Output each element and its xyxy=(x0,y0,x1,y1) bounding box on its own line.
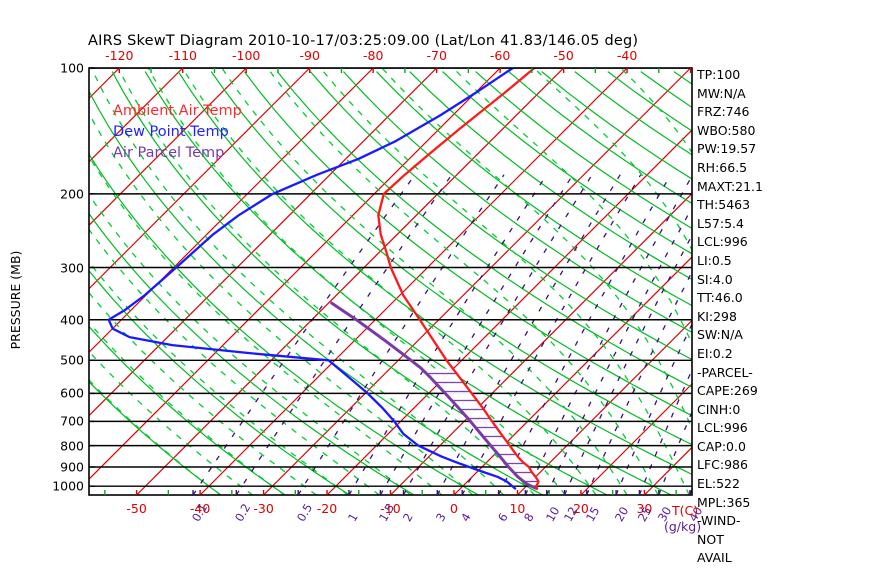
index-cinh: CINH:0 xyxy=(697,401,741,417)
index-parcel: -PARCEL- xyxy=(697,364,753,380)
index-pw: PW:19.57 xyxy=(697,141,757,157)
index-el: EL:522 xyxy=(697,476,740,492)
index-mpl: MPL:365 xyxy=(697,494,751,510)
pressure-tick: 500 xyxy=(60,352,84,368)
index-lcl2: LCL:996 xyxy=(697,420,748,436)
top-temp-tick: -110 xyxy=(168,48,197,63)
chart-title: AIRS SkewT Diagram 2010-10-17/03:25:09.0… xyxy=(88,33,639,49)
top-temp-tick: -100 xyxy=(232,48,261,63)
index-maxt: MAXT:21.1 xyxy=(697,178,763,194)
index-mw: MW:N/A xyxy=(697,85,746,101)
index-ki: KI:298 xyxy=(697,308,737,324)
bottom-temp-tick: -30 xyxy=(253,501,274,516)
index-cap: CAP:0.0 xyxy=(697,438,746,454)
legend-air-parcel-temp: Air Parcel Temp xyxy=(113,145,225,161)
index-wbo: WBO:580 xyxy=(697,122,756,138)
index-tt: TT:46.0 xyxy=(697,290,743,306)
index-cape: CAPE:269 xyxy=(697,383,758,399)
index-avail: AVAIL xyxy=(697,550,732,566)
top-temp-tick: -50 xyxy=(553,48,574,63)
pressure-tick: 200 xyxy=(60,186,84,202)
pressure-tick: 800 xyxy=(60,438,84,454)
index-th: TH:5463 xyxy=(697,197,751,213)
top-temp-tick: -90 xyxy=(299,48,320,63)
legend-dew-point-temp: Dew Point Temp xyxy=(113,124,229,140)
index-not: NOT xyxy=(697,531,724,547)
bottom-temp-tick: -10 xyxy=(380,501,401,516)
index-li: LI:0.5 xyxy=(697,252,732,268)
bottom-temp-tick: 20 xyxy=(572,501,589,516)
bottom-temp-tick: 0 xyxy=(450,501,458,516)
index-wind: -WIND- xyxy=(697,513,741,529)
legend-ambient-air-temp: Ambient Air Temp xyxy=(113,103,242,119)
mixing-ratio-axis-title: (g/kg) xyxy=(664,519,702,534)
pressure-tick: 400 xyxy=(60,312,84,328)
index-l57: L57:5.4 xyxy=(697,215,744,231)
index-ei: EI:0.2 xyxy=(697,345,733,361)
pressure-tick: 100 xyxy=(60,60,84,76)
bottom-temp-tick: -40 xyxy=(189,501,211,516)
top-temp-tick: -80 xyxy=(362,48,384,63)
pressure-tick: 1000 xyxy=(52,478,84,494)
pressure-tick: 700 xyxy=(60,413,84,429)
index-lfc: LFC:986 xyxy=(697,457,748,473)
bottom-temp-tick: 10 xyxy=(509,501,526,516)
bottom-temp-tick: -20 xyxy=(316,501,338,516)
index-tp: TP:100 xyxy=(697,67,741,82)
bottom-temp-tick: -50 xyxy=(126,501,147,516)
top-temp-tick: -60 xyxy=(489,48,511,63)
index-lcl: LCL:996 xyxy=(697,234,748,250)
temperature-axis-title: T(C) xyxy=(672,503,699,518)
index-frz: FRZ:746 xyxy=(697,104,750,120)
index-rh: RH:66.5 xyxy=(697,159,748,175)
pressure-tick: 300 xyxy=(60,260,84,275)
top-temp-tick: -40 xyxy=(616,48,638,63)
top-temp-tick: -120 xyxy=(105,48,134,63)
pressure-tick: 900 xyxy=(60,459,84,475)
pressure-axis-title: PRESSURE (MB) xyxy=(8,250,23,350)
index-si: SI:4.0 xyxy=(697,271,733,287)
top-temp-tick: -70 xyxy=(426,48,447,63)
pressure-tick: 600 xyxy=(60,385,84,401)
index-sw: SW:N/A xyxy=(697,327,743,343)
indices-panel: TP:100 MW:N/A FRZ:746 WBO:580 PW:19.57 RH:66.… xyxy=(697,66,812,568)
bottom-temp-tick: 30 xyxy=(636,501,653,516)
